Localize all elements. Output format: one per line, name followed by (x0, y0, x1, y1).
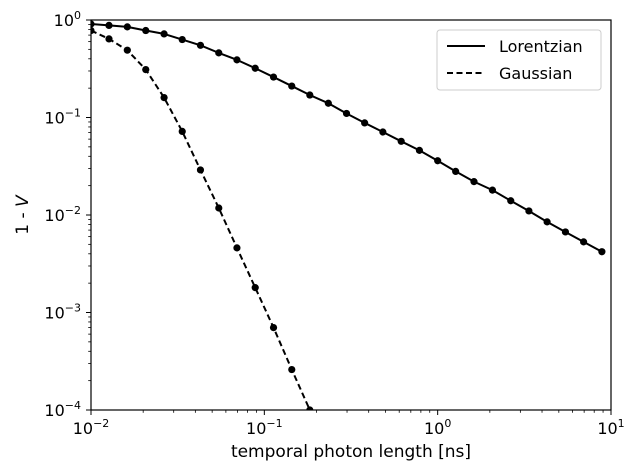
data-point-lorentzian (251, 64, 259, 72)
data-point-gaussian (306, 406, 314, 410)
data-point-lorentzian (91, 20, 95, 28)
data-point-lorentzian (306, 91, 314, 99)
data-point-lorentzian (580, 238, 588, 246)
data-point-lorentzian (142, 26, 150, 35)
data-point-lorentzian (488, 186, 497, 194)
y-tick-label: 10−1 (44, 107, 81, 128)
data-point-lorentzian (215, 49, 223, 57)
data-point-lorentzian (342, 109, 351, 118)
data-point-lorentzian (543, 218, 551, 226)
data-point-lorentzian (324, 99, 332, 107)
series-line-gaussian (91, 29, 311, 410)
x-tick-label: 10−2 (73, 417, 110, 438)
data-point-gaussian (105, 35, 113, 43)
x-tick-label: 101 (597, 417, 624, 438)
data-point-lorentzian (160, 30, 168, 38)
data-point-gaussian (269, 324, 278, 332)
data-point-lorentzian (233, 56, 241, 64)
data-point-lorentzian (269, 73, 278, 81)
data-point-lorentzian (598, 248, 606, 256)
data-point-lorentzian (525, 207, 533, 215)
y-axis-label: 1 - V (13, 194, 33, 235)
data-point-gaussian (233, 244, 241, 252)
data-point-lorentzian (196, 41, 205, 49)
series-layer (91, 20, 606, 410)
data-point-gaussian (288, 365, 296, 374)
legend-label-gaussian: Gaussian (499, 64, 572, 83)
data-point-lorentzian (288, 82, 296, 90)
data-point-lorentzian (361, 119, 369, 127)
data-point-gaussian (142, 65, 150, 74)
y-tick-label: 100 (54, 9, 81, 30)
axis-ticks: 10−2 10−1 100 101 100 10−1 10−2 10−3 10−4 (44, 9, 624, 438)
data-point-lorentzian (561, 228, 570, 236)
data-point-lorentzian (415, 146, 424, 154)
data-point-lorentzian (470, 178, 478, 186)
data-point-gaussian (123, 46, 131, 54)
data-point-lorentzian (123, 23, 131, 31)
data-point-gaussian (178, 127, 186, 136)
legend-label-lorentzian: Lorentzian (499, 37, 583, 56)
data-point-lorentzian (178, 35, 186, 44)
data-point-gaussian (196, 166, 205, 174)
y-tick-label: 10−2 (44, 204, 81, 225)
legend: Lorentzian Gaussian (436, 29, 602, 91)
data-point-lorentzian (397, 137, 405, 145)
data-point-lorentzian (105, 21, 113, 30)
x-axis-label: temporal photon length [ns] (231, 442, 471, 461)
data-point-gaussian (160, 94, 168, 102)
data-point-gaussian (251, 284, 259, 292)
y-tick-label: 10−3 (44, 302, 81, 323)
data-point-gaussian (91, 26, 95, 35)
x-tick-label: 10−1 (246, 417, 283, 438)
x-tick-label: 100 (424, 417, 451, 438)
y-tick-label: 10−4 (44, 399, 81, 420)
data-point-gaussian (215, 204, 223, 212)
data-point-lorentzian (507, 197, 515, 205)
data-point-lorentzian (452, 167, 460, 175)
data-point-lorentzian (379, 128, 387, 136)
data-point-lorentzian (434, 157, 442, 165)
